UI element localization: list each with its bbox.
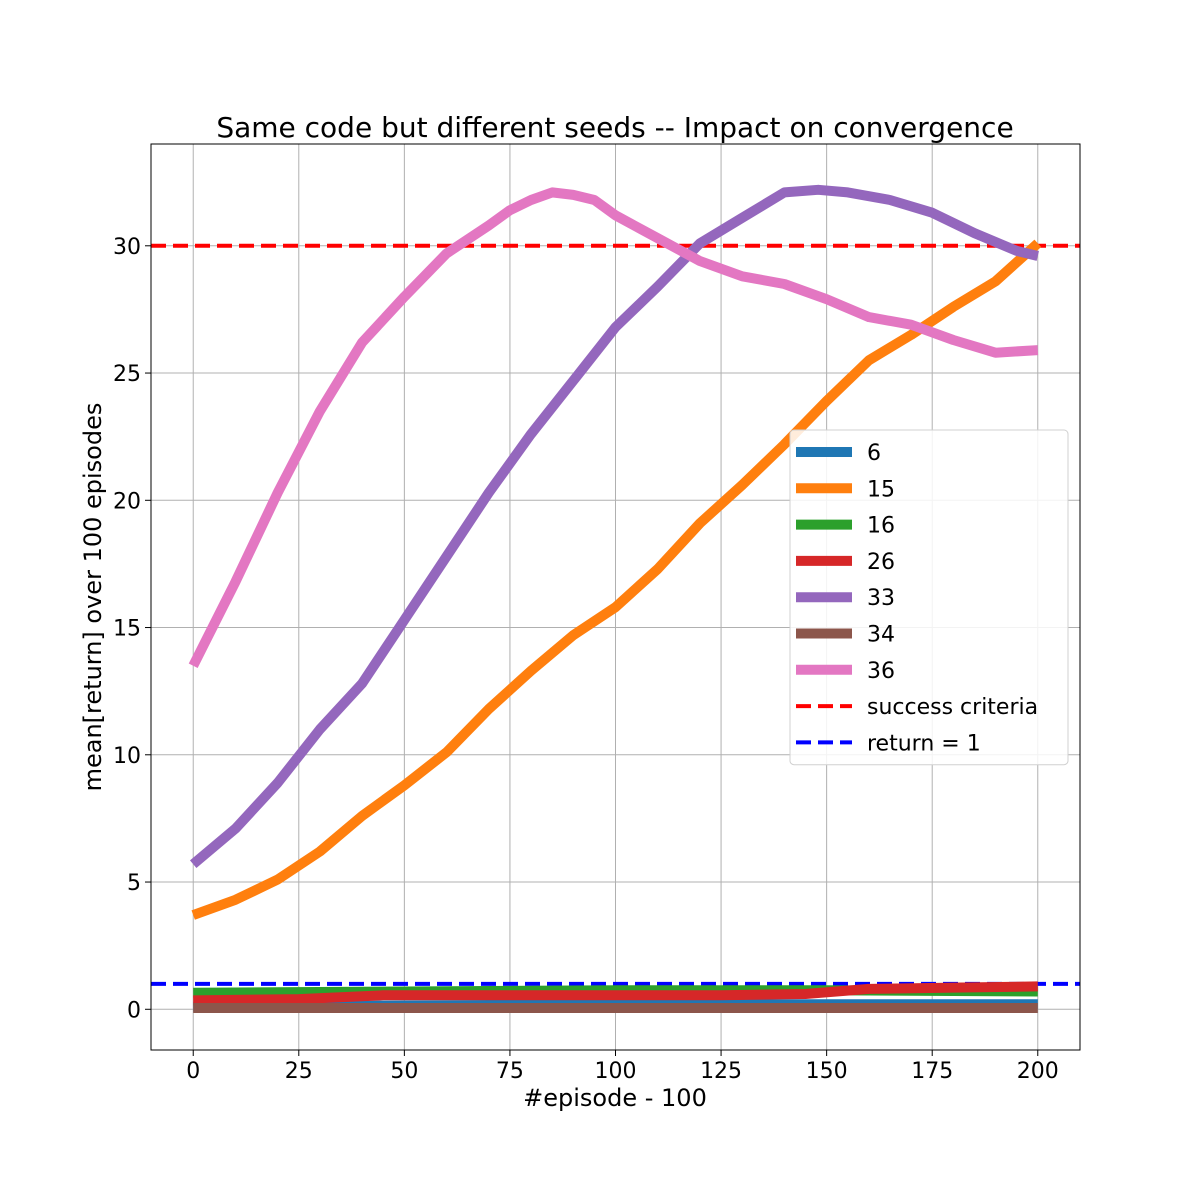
x-tick-label: 75 <box>496 1059 524 1084</box>
legend-label: 34 <box>867 623 895 648</box>
series-line-15 <box>191 239 1042 920</box>
legend-label: success criteria <box>867 695 1038 720</box>
x-tick-label: 100 <box>595 1059 637 1084</box>
x-tick-label: 50 <box>390 1059 418 1084</box>
y-tick-label: 0 <box>127 998 141 1023</box>
legend-box <box>789 429 1069 766</box>
y-tick-label: 5 <box>127 871 141 896</box>
y-tick-label: 10 <box>113 744 141 769</box>
x-tick-label: 150 <box>806 1059 848 1084</box>
legend-label: 6 <box>867 441 881 466</box>
series-line-33 <box>189 184 1039 869</box>
chart-title: Same code but different seeds -- Impact … <box>216 111 1013 144</box>
x-tick-label: 0 <box>186 1059 200 1084</box>
legend-label: 16 <box>867 514 895 539</box>
y-tick-label: 25 <box>113 362 141 387</box>
x-tick-label: 125 <box>700 1059 742 1084</box>
legend-label: 33 <box>867 586 895 611</box>
series-line-36 <box>188 187 1039 668</box>
y-tick-label: 20 <box>113 489 141 514</box>
legend: 6 15 16 26 33 34 36 success criteria return = 1 <box>789 429 1069 766</box>
series-lines <box>188 184 1042 1013</box>
x-axis-label: #episode - 100 <box>523 1084 707 1112</box>
y-tick-label: 15 <box>113 617 141 642</box>
legend-label: return = 1 <box>867 731 981 756</box>
legend-label: 26 <box>867 550 895 575</box>
axis-ticks: 0 25 50 75 100 125 150 175 200 0 5 10 15 20 25 30 <box>113 235 1059 1084</box>
y-tick-label: 30 <box>113 235 141 260</box>
x-tick-label: 175 <box>911 1059 953 1084</box>
y-axis-label: mean[return] over 100 episodes <box>79 403 107 792</box>
x-tick-label: 200 <box>1017 1059 1059 1084</box>
series-line-26 <box>193 981 1038 1006</box>
legend-label: 36 <box>867 659 895 684</box>
x-tick-label: 25 <box>285 1059 313 1084</box>
legend-label: 15 <box>867 477 895 502</box>
